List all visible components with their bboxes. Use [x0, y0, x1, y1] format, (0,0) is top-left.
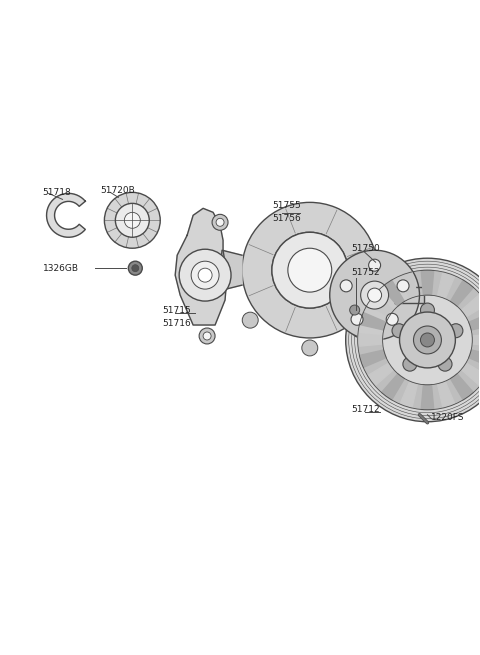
Text: 51716: 51716	[162, 318, 191, 328]
Polygon shape	[395, 287, 424, 303]
Polygon shape	[468, 350, 480, 367]
Circle shape	[369, 259, 381, 271]
Circle shape	[420, 333, 434, 347]
Polygon shape	[368, 363, 394, 386]
Polygon shape	[461, 294, 480, 317]
Circle shape	[330, 250, 420, 340]
Circle shape	[397, 280, 409, 292]
Polygon shape	[360, 312, 386, 330]
Polygon shape	[360, 350, 386, 367]
Polygon shape	[400, 381, 418, 408]
Circle shape	[288, 248, 332, 292]
Circle shape	[403, 357, 417, 371]
Circle shape	[179, 249, 231, 301]
Circle shape	[199, 328, 215, 344]
Polygon shape	[421, 384, 434, 410]
Polygon shape	[450, 280, 473, 306]
Polygon shape	[450, 374, 473, 400]
Polygon shape	[472, 333, 480, 346]
Circle shape	[340, 280, 352, 292]
Circle shape	[212, 214, 228, 231]
Polygon shape	[358, 333, 383, 346]
Circle shape	[449, 324, 463, 338]
Polygon shape	[437, 381, 455, 408]
Circle shape	[302, 340, 318, 356]
Text: 1326GB: 1326GB	[43, 264, 79, 272]
Circle shape	[115, 203, 149, 237]
Circle shape	[352, 322, 368, 338]
Polygon shape	[368, 294, 394, 317]
Polygon shape	[437, 272, 455, 299]
Polygon shape	[47, 193, 85, 237]
Circle shape	[399, 312, 456, 368]
Circle shape	[386, 313, 398, 326]
Circle shape	[191, 261, 219, 289]
Circle shape	[242, 312, 258, 328]
Circle shape	[198, 268, 212, 282]
Circle shape	[360, 281, 389, 309]
Polygon shape	[468, 312, 480, 330]
Polygon shape	[220, 250, 242, 290]
Text: 51718: 51718	[43, 188, 72, 197]
Text: 51712: 51712	[352, 405, 380, 414]
Circle shape	[124, 212, 140, 229]
Circle shape	[350, 305, 360, 315]
Polygon shape	[400, 272, 418, 299]
Circle shape	[368, 288, 382, 302]
Circle shape	[438, 357, 452, 371]
Text: 51752: 51752	[352, 268, 380, 276]
Circle shape	[203, 332, 211, 340]
Polygon shape	[421, 270, 434, 295]
Circle shape	[413, 326, 442, 354]
Circle shape	[351, 313, 363, 326]
Polygon shape	[382, 374, 405, 400]
Text: 51755: 51755	[272, 201, 300, 210]
Text: 51750: 51750	[352, 244, 381, 253]
Circle shape	[216, 218, 224, 226]
Circle shape	[420, 303, 434, 317]
Circle shape	[346, 258, 480, 422]
Circle shape	[132, 265, 139, 272]
Text: 1220FS: 1220FS	[432, 413, 465, 422]
Circle shape	[392, 324, 406, 338]
Polygon shape	[382, 280, 405, 306]
Text: 51756: 51756	[272, 214, 300, 223]
Circle shape	[104, 193, 160, 248]
Text: 51715: 51715	[162, 305, 191, 314]
Text: 51720B: 51720B	[100, 186, 135, 195]
Circle shape	[128, 261, 142, 275]
Circle shape	[272, 233, 348, 308]
Polygon shape	[175, 208, 227, 325]
Polygon shape	[461, 363, 480, 386]
